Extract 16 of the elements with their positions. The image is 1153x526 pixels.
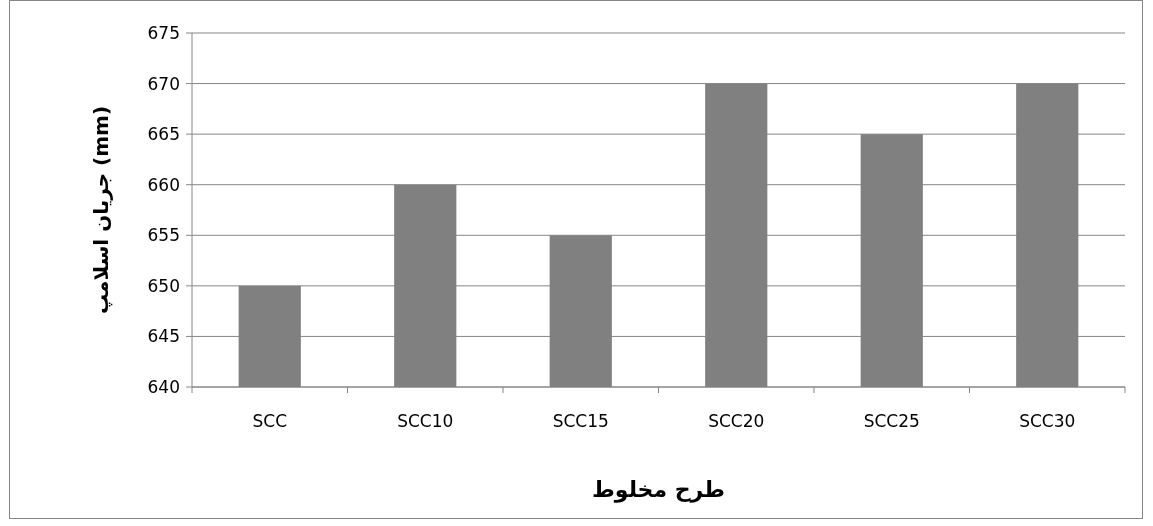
y-tick-label: 640 — [147, 377, 180, 397]
y-tick-label: 645 — [147, 326, 180, 347]
x-tick-label: SCC10 — [397, 411, 454, 431]
x-tick-label: SCC — [252, 411, 288, 431]
x-tick-label: SCC15 — [552, 411, 609, 431]
x-tick-label: SCC20 — [708, 411, 765, 431]
x-axis-title: طرح مخلوط — [591, 477, 726, 503]
y-tick-label: 670 — [147, 73, 180, 94]
y-tick-label: 660 — [147, 174, 180, 195]
y-tick-label: 655 — [147, 225, 180, 246]
x-tick-label: SCC25 — [863, 411, 920, 431]
y-tick-label: 650 — [147, 275, 180, 296]
y-tick-label: 675 — [147, 23, 180, 43]
y-axis-title: جریان اسلامپ (mm) — [89, 105, 113, 315]
y-tick-label: 665 — [147, 124, 180, 145]
x-tick-label: SCC30 — [1019, 411, 1076, 431]
